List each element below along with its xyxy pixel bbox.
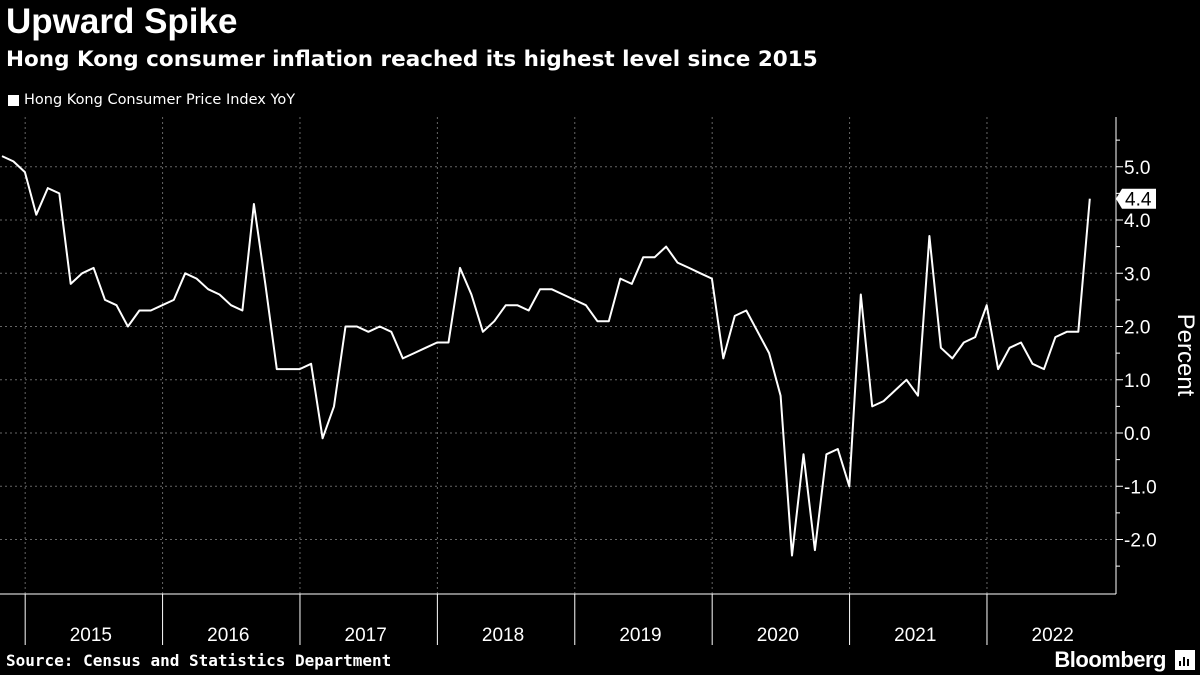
series-line-cpi-yoy <box>1 155 1091 557</box>
y-tick-label: 1.0 <box>1124 371 1150 392</box>
chart-title: Upward Spike <box>6 2 238 41</box>
y-tick-label: -1.0 <box>1124 477 1157 498</box>
x-tick-label: 2022 <box>1032 625 1074 646</box>
y-tick-label: 3.0 <box>1124 264 1150 285</box>
x-tick-label: 2016 <box>207 625 249 646</box>
chart-subtitle: Hong Kong consumer inflation reached its… <box>6 47 818 72</box>
y-axis-title: Percent <box>1172 314 1199 397</box>
y-tick-label: 2.0 <box>1124 318 1150 339</box>
x-tick-label: 2015 <box>70 625 112 646</box>
y-tick-label: 5.0 <box>1124 158 1150 179</box>
x-tick-label: 2019 <box>619 625 661 646</box>
legend-swatch <box>8 94 19 106</box>
y-tick-label: -2.0 <box>1124 531 1157 552</box>
last-value-label: 4.4 <box>1125 190 1152 211</box>
y-tick-label: 0.0 <box>1124 424 1150 445</box>
legend: Hong Kong Consumer Price Index YoY <box>6 90 295 110</box>
x-tick-label: 2018 <box>482 625 524 646</box>
source-note: Source: Census and Statistics Department <box>6 651 392 670</box>
bloomberg-logo: Bloomberg <box>1054 647 1166 672</box>
x-tick-label: 2017 <box>345 625 387 646</box>
legend-label: Hong Kong Consumer Price Index YoY <box>24 92 296 108</box>
x-tick-label: 2020 <box>757 625 799 646</box>
x-tick-label: 2021 <box>894 625 936 646</box>
bloomberg-terminal-icon <box>1175 650 1195 670</box>
y-tick-label: 4.0 <box>1124 211 1150 232</box>
last-value-callout <box>1116 188 1156 209</box>
